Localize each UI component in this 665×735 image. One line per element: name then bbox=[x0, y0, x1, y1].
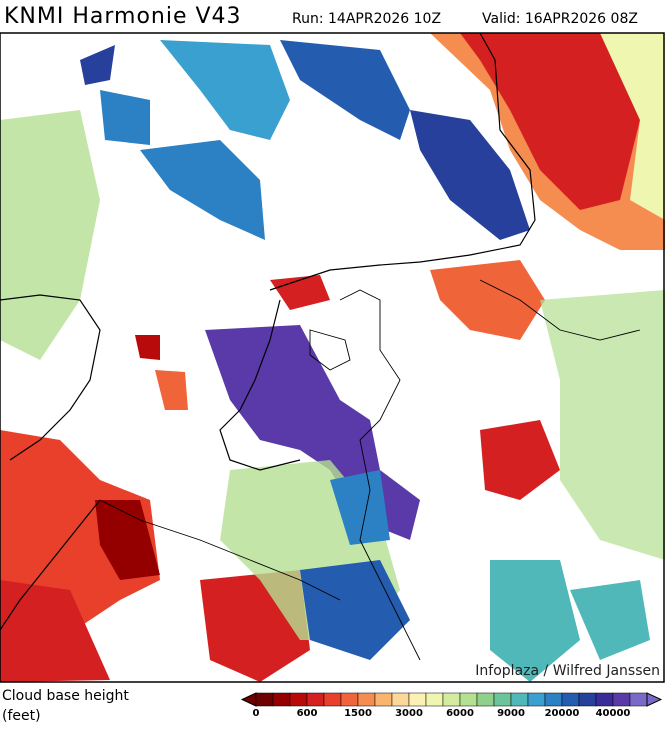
colorbar-tick-label: 6000 bbox=[446, 708, 474, 719]
cloud-area bbox=[430, 260, 545, 340]
cloud-area bbox=[95, 500, 160, 580]
colorbar-segment bbox=[408, 692, 427, 707]
cloud-area bbox=[540, 290, 665, 560]
colorbar-segment bbox=[425, 692, 444, 707]
cloud-area bbox=[480, 420, 560, 500]
credit: Infoplaza / Wilfred Janssen bbox=[475, 663, 660, 679]
colorbar-segment bbox=[340, 692, 359, 707]
cloud-area bbox=[280, 40, 410, 140]
cloud-area bbox=[270, 275, 330, 310]
colorbar-segment bbox=[612, 692, 631, 707]
colorbar-segment bbox=[544, 692, 563, 707]
colorbar-tick-label: 3000 bbox=[395, 708, 423, 719]
colorbar-tick-label: 600 bbox=[297, 708, 318, 719]
colorbar-segment bbox=[629, 692, 648, 707]
colorbar-segment bbox=[493, 692, 512, 707]
colorbar-segment bbox=[357, 692, 376, 707]
colorbar-segment bbox=[595, 692, 614, 707]
cloud-area bbox=[0, 110, 100, 360]
colorbar-arrow bbox=[646, 692, 663, 707]
colorbar-tick-label: 1500 bbox=[344, 708, 372, 719]
colorbar-tick-label: 20000 bbox=[545, 708, 580, 719]
colorbar-segment bbox=[272, 692, 291, 707]
cloud-area bbox=[0, 580, 110, 682]
colorbar: 0 600 1500 3000 6000 9000 20000 40000 bbox=[240, 692, 663, 719]
colorbar-tick-label: 9000 bbox=[497, 708, 525, 719]
cloud-area bbox=[570, 580, 650, 660]
colorbar-segment bbox=[459, 692, 478, 707]
map: Infoplaza / Wilfred Janssen bbox=[0, 32, 665, 683]
colorbar-segment bbox=[476, 692, 495, 707]
cloud-area bbox=[460, 33, 640, 210]
border bbox=[99, 279, 641, 661]
colorbar-segment bbox=[391, 692, 410, 707]
colorbar-segment bbox=[323, 692, 342, 707]
colorbar-segment bbox=[561, 692, 580, 707]
colorbar-segment bbox=[578, 692, 597, 707]
title: KNMI Harmonie V43 bbox=[4, 4, 242, 29]
cloud-area bbox=[600, 33, 665, 220]
coastline bbox=[0, 32, 536, 631]
colorbar-tick-label: 0 bbox=[253, 708, 260, 719]
cloud-area bbox=[330, 470, 390, 545]
map-frame bbox=[0, 32, 665, 683]
cloud-area bbox=[140, 140, 265, 240]
cloud-area bbox=[135, 335, 160, 360]
colorbar-segment bbox=[289, 692, 308, 707]
cloud-area bbox=[160, 40, 290, 140]
cloud-area bbox=[80, 45, 115, 85]
colorbar-segment bbox=[510, 692, 529, 707]
cloud-area bbox=[155, 370, 188, 410]
colorbar-arrow bbox=[240, 692, 257, 707]
legend-label: (feet) bbox=[2, 708, 41, 724]
colorbar-segment bbox=[255, 692, 274, 707]
cloud-area bbox=[410, 110, 530, 240]
run-time: Run: 14APR2026 10Z bbox=[292, 11, 442, 27]
colorbar-segment bbox=[306, 692, 325, 707]
cloud-area bbox=[490, 560, 580, 682]
cloud-area bbox=[100, 90, 150, 145]
colorbar-segment bbox=[527, 692, 546, 707]
colorbar-tick-label: 40000 bbox=[596, 708, 631, 719]
colorbar-segment bbox=[442, 692, 461, 707]
valid-time: Valid: 16APR2026 08Z bbox=[482, 11, 638, 27]
legend-label: Cloud base height bbox=[2, 688, 129, 704]
colorbar-segment bbox=[374, 692, 393, 707]
